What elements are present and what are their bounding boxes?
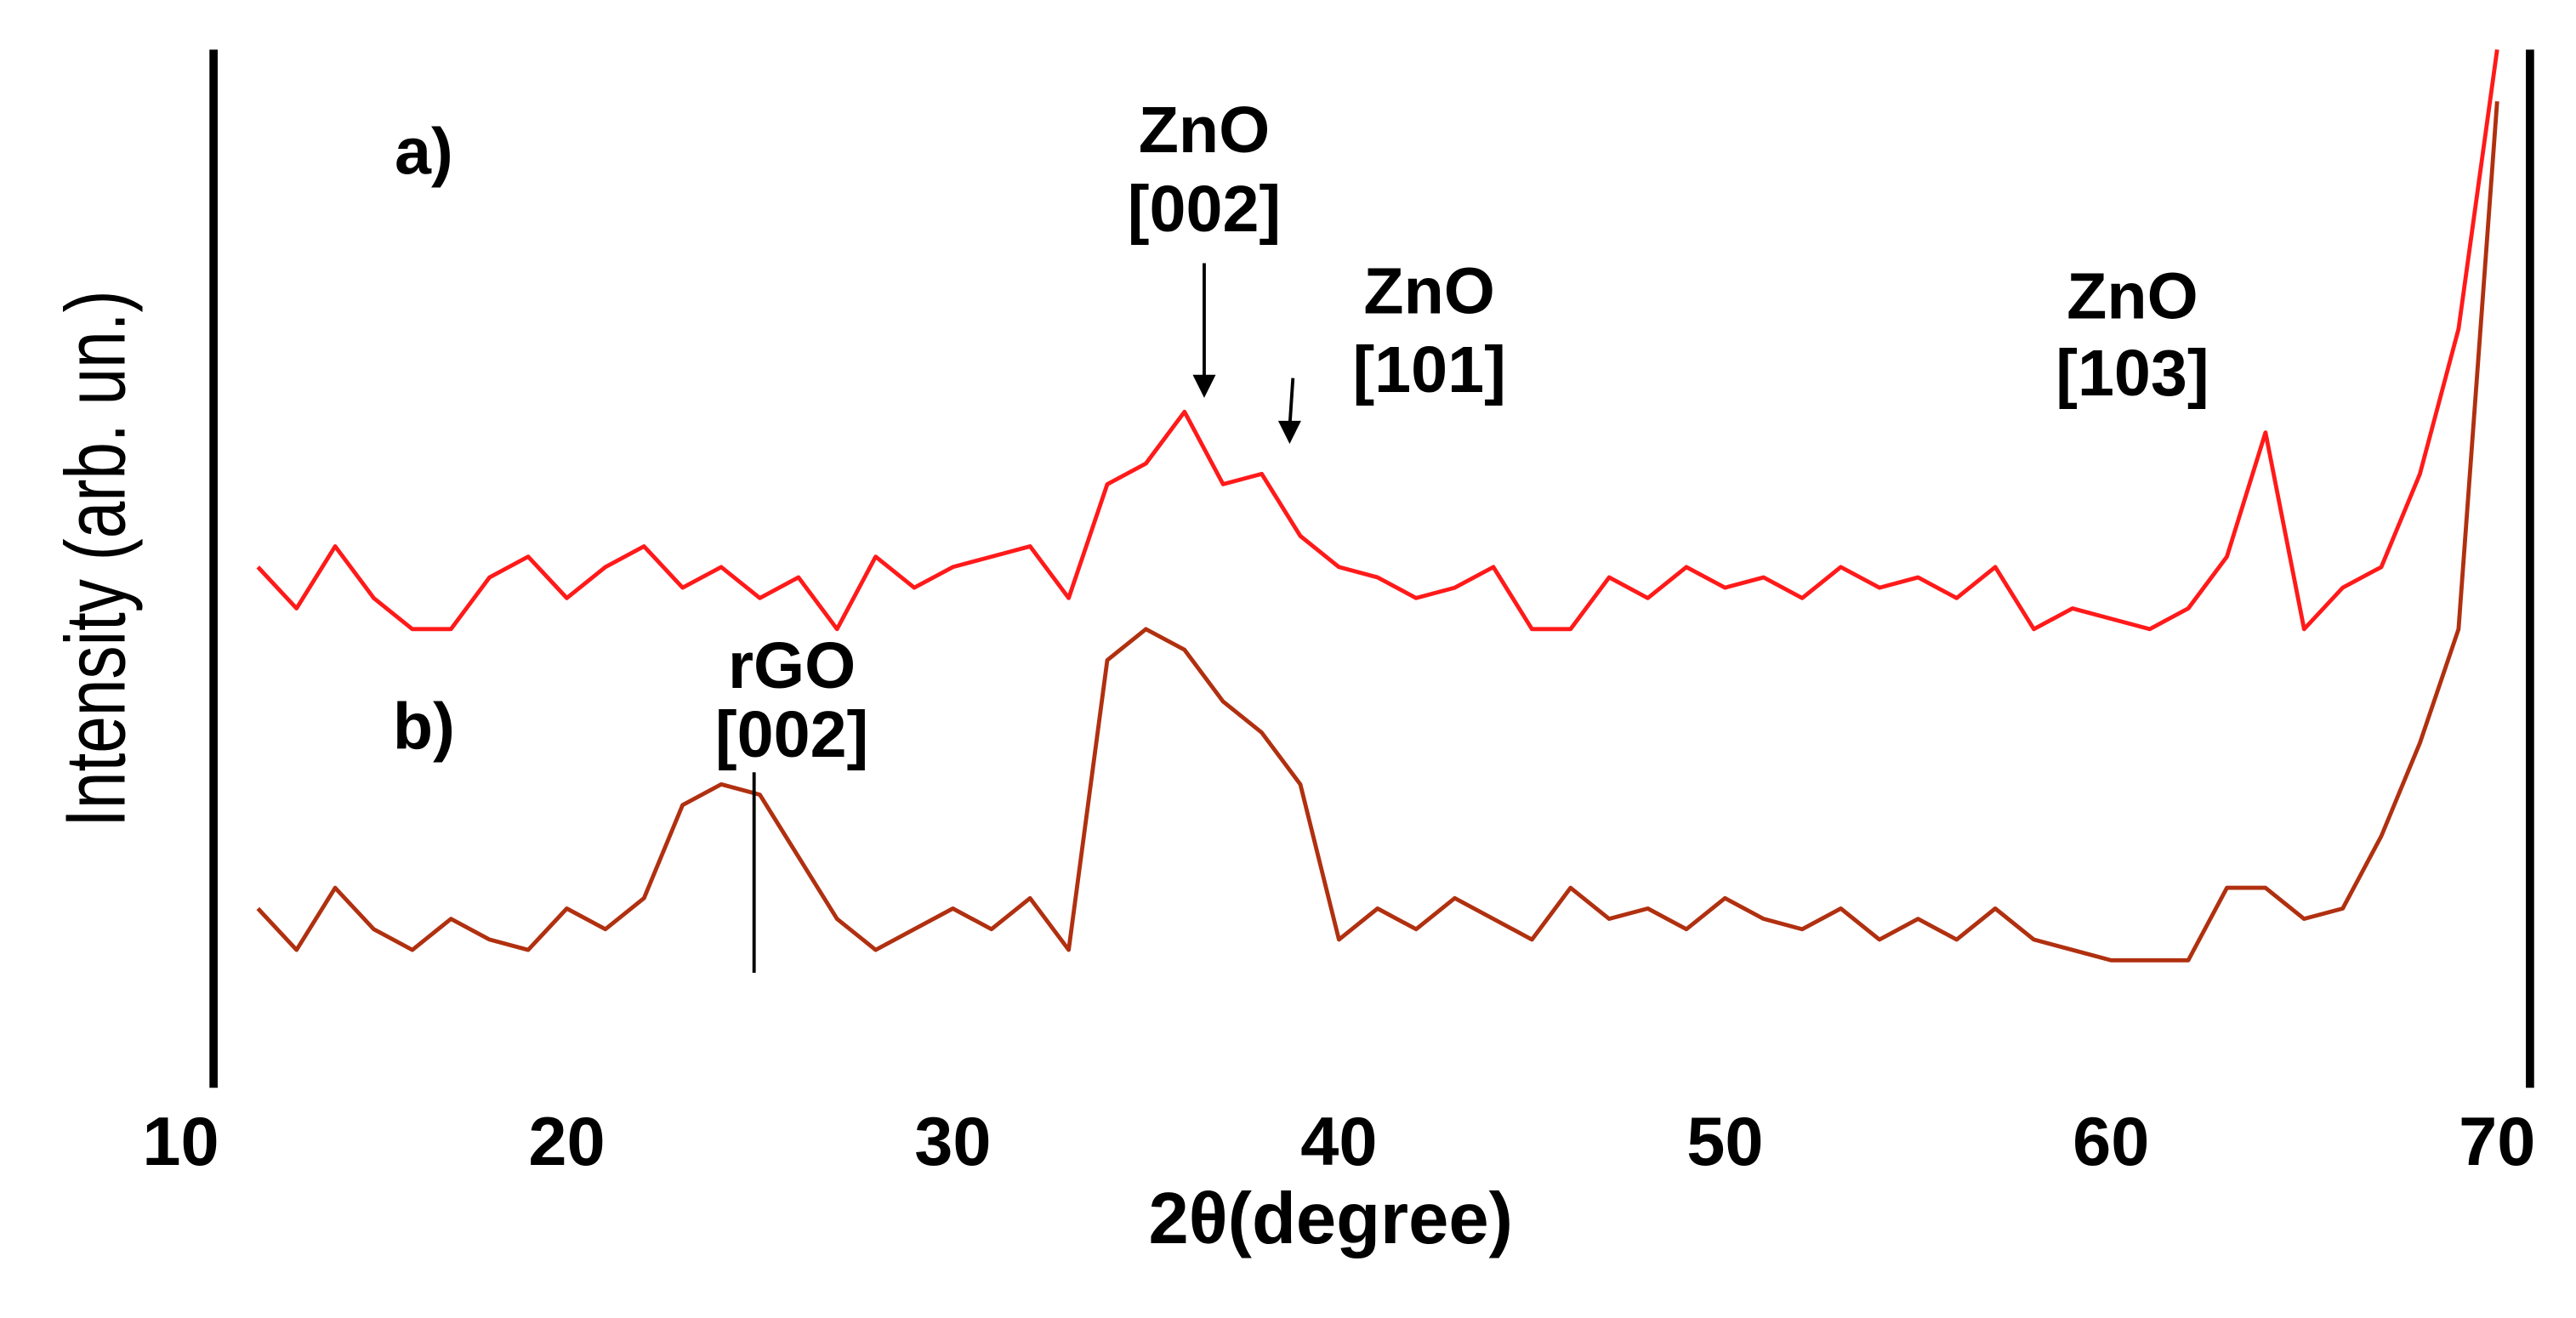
x-tick-label: 40	[1300, 1104, 1377, 1180]
series-label: b)	[393, 690, 455, 763]
peak-annotation: ZnO	[1139, 94, 1271, 167]
series-line	[256, 48, 2499, 632]
peak-annotation: ZnO	[2067, 259, 2198, 332]
series-label: a)	[395, 115, 453, 188]
peak-annotation: ZnO	[1363, 254, 1495, 327]
peak-annotation: [002]	[1128, 173, 1281, 246]
x-axis-label: 2θ(degree)	[1148, 1179, 1513, 1259]
peak-annotation: rGO	[728, 629, 856, 702]
arrow-head	[1192, 374, 1216, 398]
x-tick-label: 70	[2459, 1104, 2535, 1180]
x-tick-label: 50	[1686, 1104, 1763, 1180]
x-tick-label: 10	[142, 1104, 219, 1180]
arrow-head	[1277, 420, 1301, 444]
x-tick-label: 20	[528, 1104, 605, 1180]
x-tick-label: 30	[914, 1104, 991, 1180]
annotation-arrow	[1288, 378, 1295, 428]
series-line	[256, 100, 2499, 963]
peak-annotation: [103]	[2056, 337, 2209, 410]
peak-annotation: [002]	[715, 698, 868, 771]
peak-annotation: [101]	[1352, 333, 1505, 406]
x-tick-label: 60	[2073, 1104, 2149, 1180]
y-axis-label: Intensity (arb. un.)	[48, 290, 144, 827]
